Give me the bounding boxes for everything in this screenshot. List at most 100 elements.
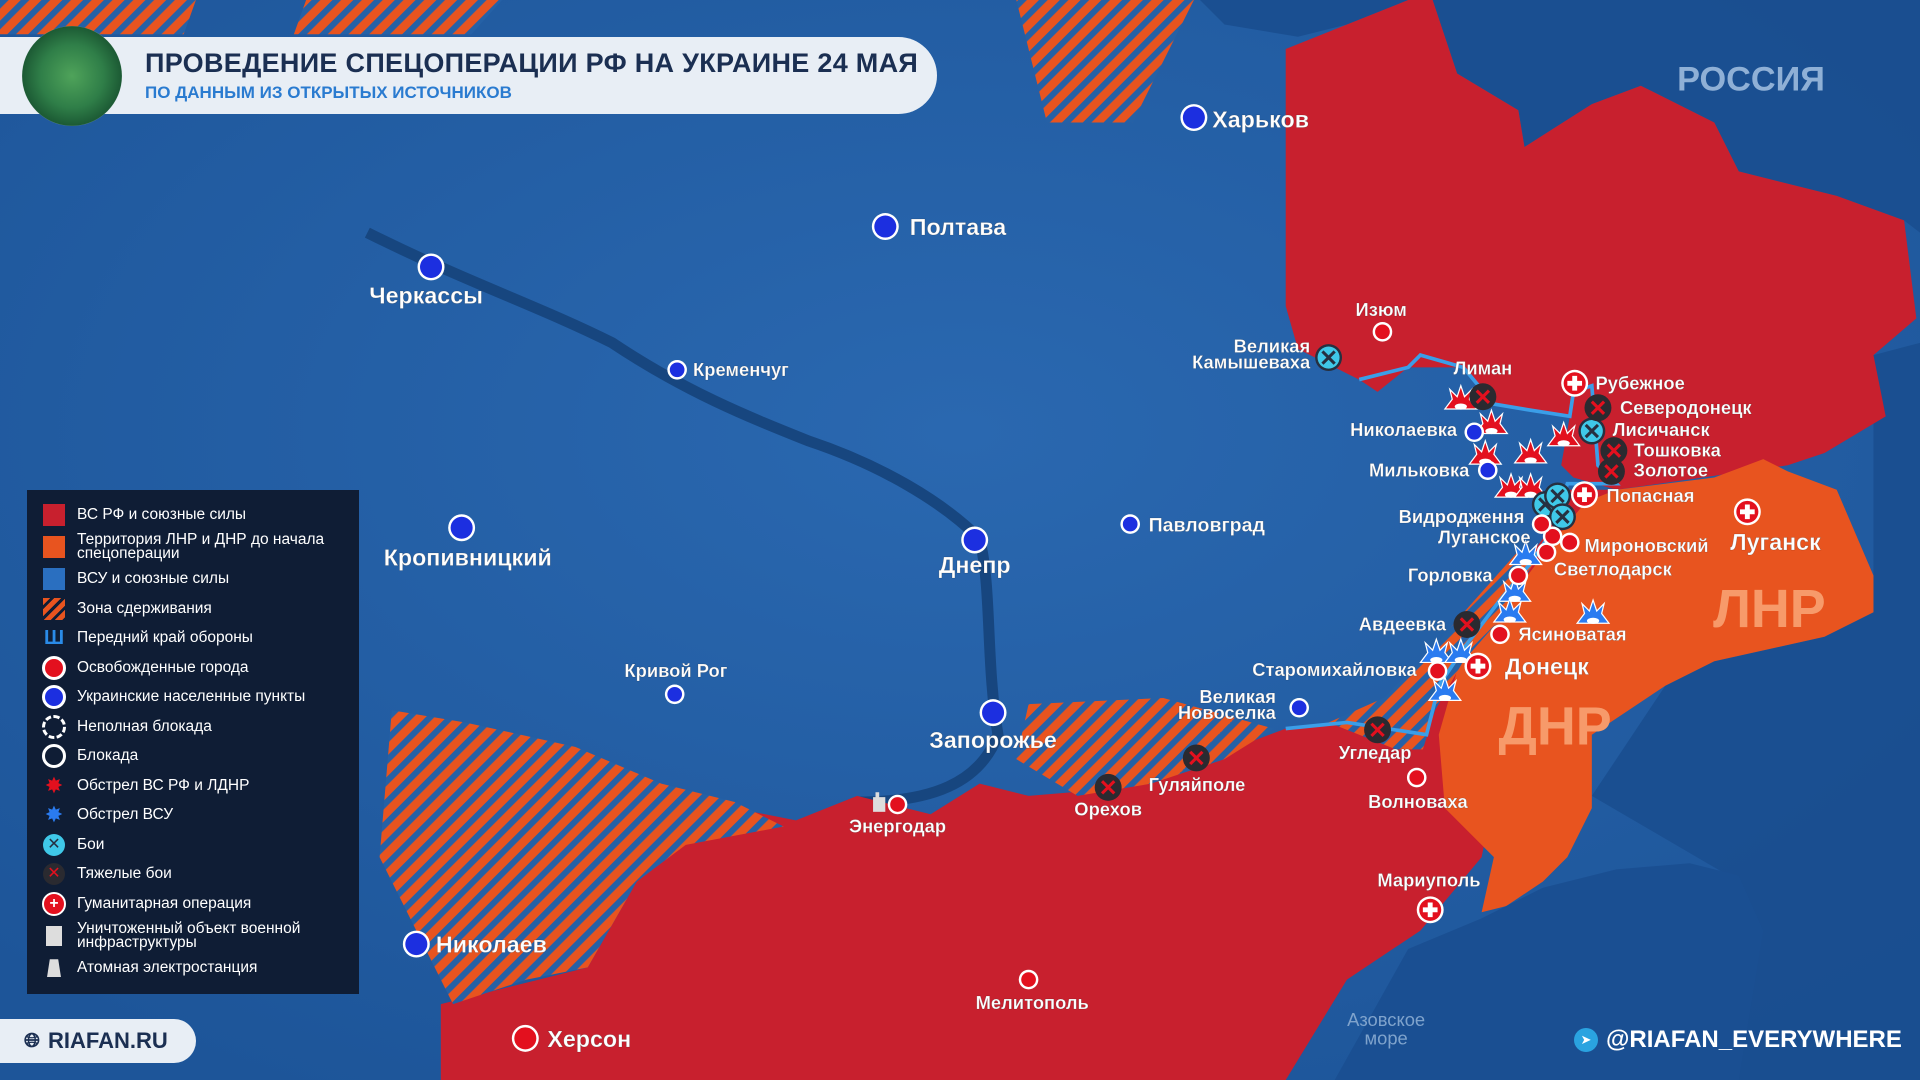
legend-label: Обстрел ВСУ (77, 806, 174, 824)
shell-ru-icon (1513, 437, 1548, 464)
page-subtitle: ПО ДАННЫМ ИЗ ОТКРЫТЫХ ИСТОЧНИКОВ (145, 83, 512, 102)
city-label: Лиман (1453, 358, 1512, 379)
city-label: Попасная (1607, 485, 1695, 506)
ukrainian-icon (1180, 104, 1208, 132)
battle-icon: ✕ (41, 833, 67, 857)
liberated-icon (1560, 532, 1580, 553)
humanitarian-icon (1733, 498, 1761, 526)
destroyed-building-icon (41, 924, 67, 948)
ukrainian-icon (961, 526, 989, 554)
shell-ua-icon (1508, 539, 1543, 566)
site-link[interactable]: 🌐︎ RIAFAN.RU (0, 1019, 196, 1063)
blue-dot-icon (41, 685, 67, 710)
nuclear-plant-icon (41, 956, 67, 980)
legend-item: + Гуманитарная операция (41, 889, 349, 919)
legend-label: Неполная блокада (77, 717, 212, 735)
legend-label: Уничтоженный объект военной инфраструкту… (77, 920, 301, 951)
liberated-icon (1406, 767, 1427, 788)
city-label: Мироновский (1584, 535, 1708, 556)
legend-label: Передний край обороны (77, 629, 253, 647)
azov-sea-label: Азовское море (1347, 1009, 1425, 1048)
city-label: Кропивницкий (384, 545, 552, 571)
city-label: Угледар (1339, 742, 1412, 763)
liberated-icon (1531, 514, 1552, 534)
legend-item: ✕ Бои (41, 830, 349, 860)
square-orange-icon (41, 535, 67, 559)
legend-label: Освобожденные города (77, 658, 249, 676)
city-label: Николаевка (1350, 419, 1458, 440)
liberated-icon (887, 794, 908, 815)
dashed-circle-icon (41, 714, 67, 739)
liberated-icon (1508, 565, 1529, 586)
azov-sea (1334, 863, 1764, 1080)
liberated-icon (1490, 624, 1510, 645)
city-label: Видродження (1399, 506, 1525, 527)
heavy-fighting-icon (1094, 773, 1122, 801)
city-label: Лисичанск (1613, 419, 1711, 440)
city-label: Донецк (1505, 654, 1589, 680)
city-label: Черкассы (369, 283, 483, 309)
city-label: Энергодар (849, 816, 946, 837)
legend-item: Ш Передний край обороны (41, 624, 349, 654)
liberated-icon (1372, 322, 1393, 342)
legend-label: Гуманитарная операция (77, 894, 252, 912)
legend-label: Атомная электростанция (77, 959, 258, 977)
legend-item: ✕ Тяжелые бои (41, 860, 349, 890)
city-label: Харьков (1212, 106, 1309, 132)
city-label: Северодонецк (1620, 397, 1752, 418)
legend-item: Неполная блокада (41, 712, 349, 742)
city-label: Луганск (1730, 529, 1821, 555)
site-label: RIAFAN.RU (48, 1028, 168, 1053)
legend-item: Зона сдерживания (41, 594, 349, 624)
containment-zones (0, 0, 1537, 1005)
humanitarian-icon (1571, 481, 1598, 509)
city-label: Херсон (547, 1026, 631, 1052)
legend-label: Обстрел ВС РФ и ЛДНР (77, 776, 250, 794)
legend-item: ВС РФ и союзные силы (41, 500, 349, 530)
city-label: Мариуполь (1377, 870, 1480, 891)
telegram-icon: ➤ (1574, 1028, 1598, 1052)
circle-icon (41, 744, 67, 769)
ukrainian-icon (871, 213, 899, 240)
ukrainian-icon (417, 253, 445, 281)
liberated-icon (511, 1024, 539, 1052)
cross-icon: + (41, 891, 67, 916)
telegram-link[interactable]: ➤ @RIAFAN_EVERYWHERE (1574, 1026, 1902, 1054)
city-label: Кривой Рог (624, 660, 727, 681)
ukrainian-icon (667, 360, 687, 380)
city-label: Тошковка (1633, 440, 1721, 461)
battle-icon (1544, 482, 1572, 510)
heavy-x-icon: ✕ (41, 862, 67, 886)
hatch-icon (41, 597, 67, 621)
city-label: Великая Камышеваха (1192, 336, 1311, 373)
ukrainian-icon (402, 930, 430, 958)
title-banner (0, 37, 937, 114)
shell-ru-icon (1474, 408, 1509, 435)
city-label: Золотое (1633, 459, 1708, 480)
city-label: Изюм (1356, 299, 1407, 320)
blue-burst-icon: ✸ (44, 802, 64, 828)
ukrainian-icon (979, 699, 1007, 727)
city-label: Горловка (1408, 565, 1494, 586)
heavy-fighting-icon (1453, 611, 1481, 638)
city-label: Павловград (1149, 514, 1266, 536)
city-label: Кременчуг (693, 359, 789, 380)
liberated-icon (1427, 661, 1448, 681)
city-label: Николаев (436, 932, 547, 958)
city-label: Авдеевка (1359, 614, 1447, 635)
square-blue-icon (41, 567, 67, 591)
heavy-fighting-icon (1469, 383, 1497, 411)
legend-label: ВС РФ и союзные силы (77, 505, 247, 523)
legend-item: ВСУ и союзные силы (41, 565, 349, 595)
battle-icon (1315, 344, 1343, 372)
red-burst-icon: ✸ (44, 772, 64, 798)
city-label: Великая Новоселка (1178, 686, 1277, 723)
city-label: Ясиноватая (1518, 623, 1626, 644)
liberated-icon (1536, 542, 1557, 563)
heavy-fighting-icon (1597, 457, 1625, 485)
city-label: Орехов (1074, 799, 1142, 820)
battle-icon (1578, 417, 1606, 445)
humanitarian-icon (1416, 896, 1444, 924)
dnr-label: ДНР (1499, 696, 1612, 756)
legend-item: Атомная электростанция (41, 954, 349, 984)
